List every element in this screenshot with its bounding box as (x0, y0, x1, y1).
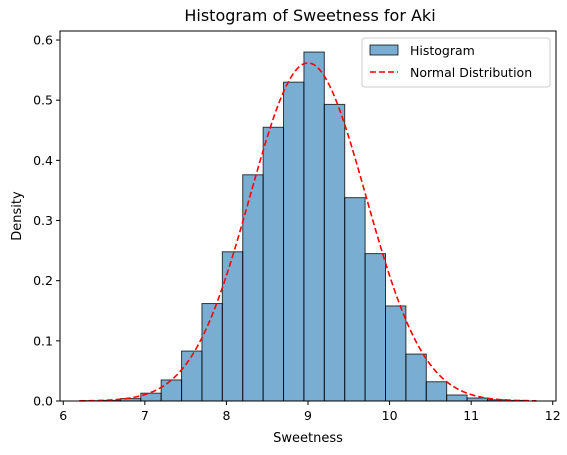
histogram-bar (221, 251, 244, 402)
y-tick-label: 0.1 (33, 333, 53, 348)
chart-title: Histogram of Sweetness for Aki (184, 6, 435, 25)
x-tick-label: 10 (382, 408, 398, 423)
y-tick-label: 0.3 (33, 213, 53, 228)
legend-box (361, 37, 551, 88)
histogram-bar (323, 103, 346, 402)
y-tick-label: 0.4 (33, 153, 53, 168)
x-tick-label: 6 (59, 408, 67, 423)
histogram-bar (201, 303, 223, 402)
normal-distribution-curve (79, 62, 537, 402)
legend: Histogram Normal Distribution (361, 37, 551, 88)
histogram-bar (446, 394, 468, 402)
y-axis-ticks: 0.0 0.1 0.2 0.3 0.4 0.5 0.6 (33, 33, 60, 409)
histogram-bar (405, 353, 427, 402)
histogram-bar (364, 253, 386, 402)
y-tick-label: 0.0 (33, 394, 53, 409)
histogram-bar (344, 197, 366, 402)
histogram-bar (425, 381, 448, 402)
histogram-bars (79, 51, 529, 402)
histogram-bar (181, 350, 203, 402)
x-axis-ticks: 6 7 8 9 10 11 12 (59, 401, 561, 423)
histogram-bar (160, 379, 183, 402)
y-tick-label: 0.2 (33, 273, 53, 288)
x-tick-label: 7 (141, 408, 149, 423)
legend-histogram-swatch (369, 44, 399, 56)
x-tick-label: 11 (463, 408, 479, 423)
histogram-bar (242, 174, 264, 402)
x-axis-label: Sweetness (273, 431, 343, 446)
x-tick-label: 8 (222, 408, 230, 423)
histogram-bar (283, 81, 305, 402)
legend-histogram-label: Histogram (410, 43, 475, 58)
histogram-bar (262, 126, 285, 402)
x-tick-label: 9 (304, 408, 312, 423)
histogram-bar (303, 51, 325, 402)
y-tick-label: 0.6 (33, 33, 53, 48)
y-tick-label: 0.5 (33, 93, 53, 108)
legend-normal-label: Normal Distribution (410, 65, 532, 80)
x-tick-label: 12 (545, 408, 561, 423)
histogram-bar (385, 305, 407, 402)
y-axis-label: Density (10, 191, 25, 241)
